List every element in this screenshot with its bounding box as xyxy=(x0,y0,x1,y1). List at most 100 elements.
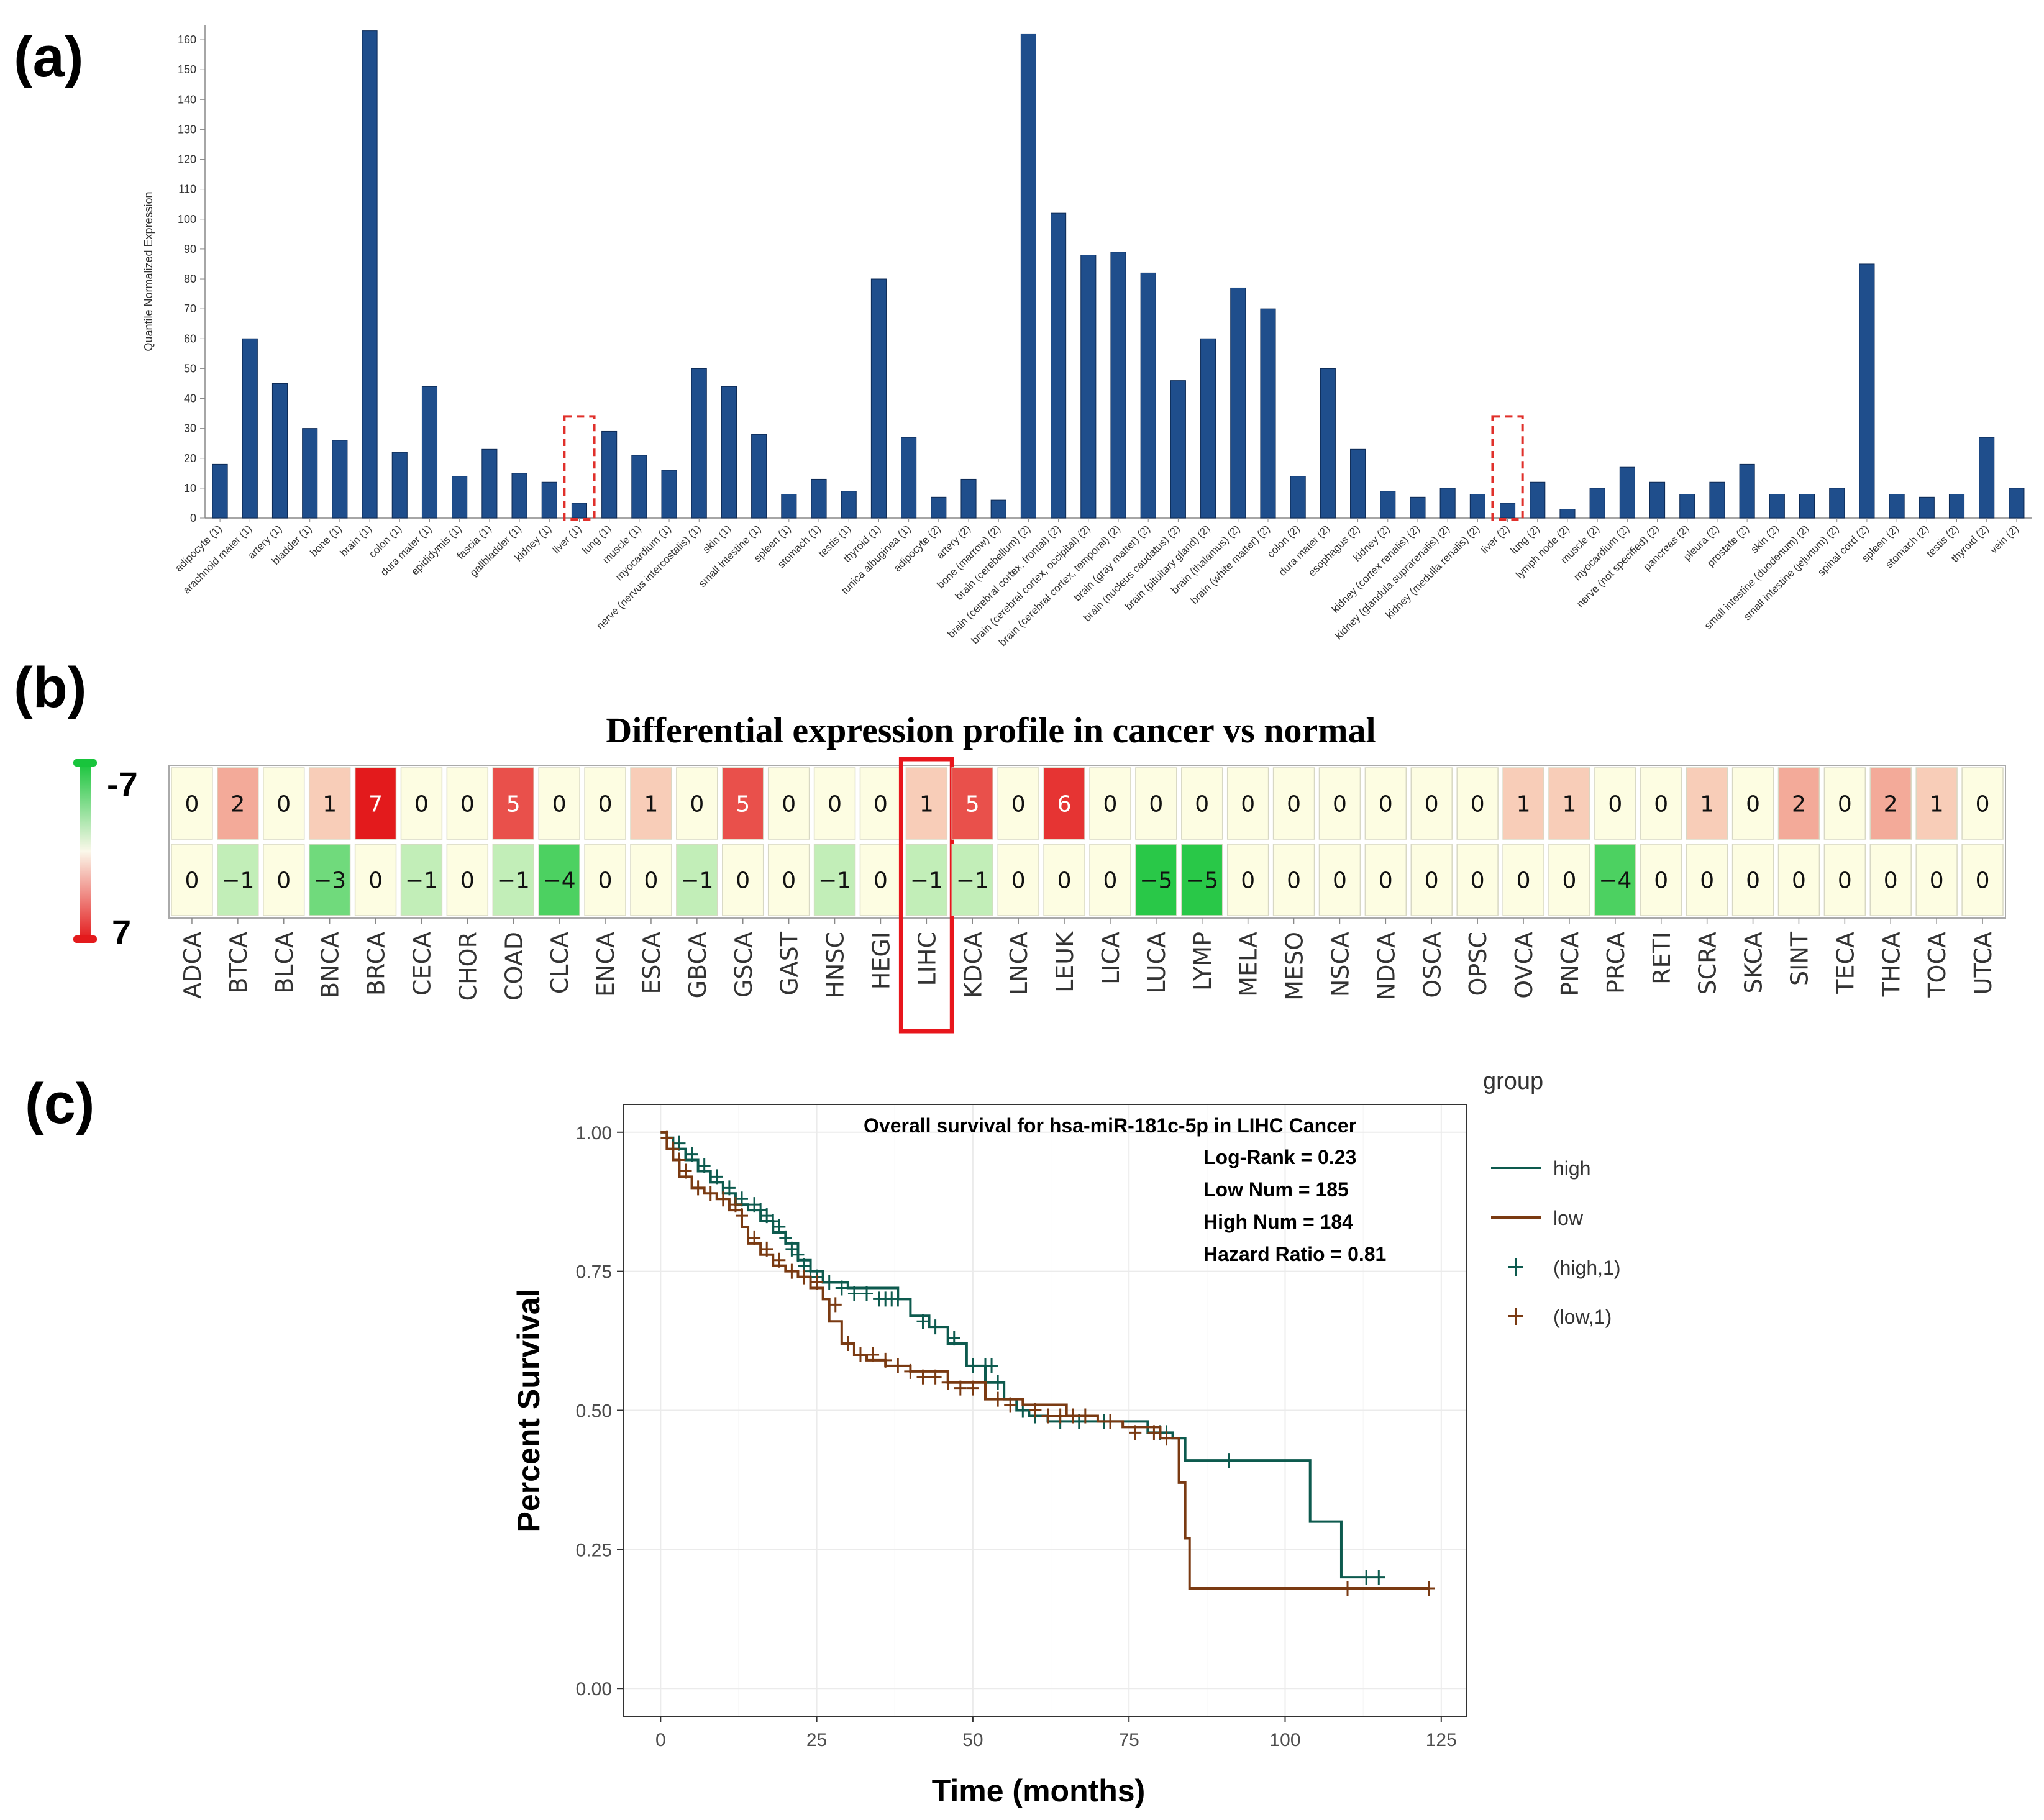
heatmap-cell xyxy=(171,844,213,916)
heatmap-category-label: UTCA xyxy=(1969,932,1997,994)
censor-mark-high xyxy=(792,1247,805,1262)
censor-mark-low xyxy=(704,1186,717,1201)
scale-top-label: -7 xyxy=(107,765,138,804)
censor-mark-low xyxy=(1129,1425,1142,1440)
heatmap-cell-value: 1 xyxy=(919,792,934,817)
heatmap-cell xyxy=(1135,767,1177,840)
bar xyxy=(841,491,857,519)
legend-label-high: high xyxy=(1553,1157,1591,1180)
y-tick-label: 110 xyxy=(178,183,196,196)
heatmap-category-label: PNCA xyxy=(1556,932,1584,996)
y-tick-label: 40 xyxy=(184,393,196,405)
censor-mark-low xyxy=(1054,1408,1067,1424)
bar xyxy=(1080,255,1097,519)
bar xyxy=(302,428,318,519)
heatmap-cell-value: 2 xyxy=(1792,792,1806,817)
heatmap-cell-value: 0 xyxy=(460,868,475,894)
legend-key-low-censor xyxy=(1508,1308,1523,1325)
heatmap-cell-value: 0 xyxy=(185,868,199,894)
heatmap-cell-value: 0 xyxy=(1103,792,1117,817)
x-tick-label: 75 xyxy=(1119,1730,1139,1750)
heatmap-cell xyxy=(676,844,718,916)
heatmap-cell xyxy=(813,767,856,840)
bar xyxy=(1889,494,1905,519)
stat-annotation: High Num = 184 xyxy=(1203,1211,1353,1233)
heatmap-cell-value: 0 xyxy=(874,868,888,894)
panel-label-c: (c) xyxy=(25,1072,95,1135)
censor-mark-low xyxy=(966,1380,979,1396)
heatmap-cell-value: 0 xyxy=(782,868,796,894)
heatmap-cell-value: 0 xyxy=(1884,868,1898,894)
heatmap-cell xyxy=(1272,767,1315,840)
censor-mark-low xyxy=(916,1369,929,1385)
heatmap-category-label: LYMP xyxy=(1189,932,1216,991)
censor-mark-low xyxy=(879,1352,892,1368)
bar xyxy=(362,30,378,519)
censor-mark-low xyxy=(1029,1403,1042,1418)
heatmap-cell-value: −1 xyxy=(910,868,943,894)
heatmap-category-label: TOCA xyxy=(1923,932,1951,998)
bar xyxy=(990,499,1006,519)
bar xyxy=(1260,308,1276,519)
y-tick-label: 0 xyxy=(190,512,196,524)
heatmap-category-label: ADCA xyxy=(179,932,206,999)
heatmap-cell-value: 0 xyxy=(1241,792,1255,817)
heatmap-cell xyxy=(263,844,305,916)
heatmap-cell-value: 0 xyxy=(1241,868,1255,894)
censor-mark-low xyxy=(1079,1408,1092,1424)
heatmap-cell xyxy=(400,844,443,916)
heatmap-cell xyxy=(1640,767,1682,840)
censor-mark-high xyxy=(947,1331,960,1346)
censor-mark-high xyxy=(760,1208,773,1224)
bar xyxy=(1739,463,1755,519)
highlight-box xyxy=(1491,415,1524,521)
bar xyxy=(960,478,977,519)
heatmap-cell-value: 0 xyxy=(368,868,383,894)
heatmap-cell-value: −1 xyxy=(497,868,530,894)
heatmap-cell xyxy=(171,767,213,840)
heatmap-cell xyxy=(538,767,580,840)
heatmap-cell-value: 0 xyxy=(1654,792,1668,817)
heatmap-cell xyxy=(905,844,948,916)
bar xyxy=(1859,263,1875,519)
heatmap-cell-value: 0 xyxy=(1838,792,1852,817)
heatmap-cell xyxy=(1961,767,2004,840)
heatmap-cell xyxy=(1502,844,1544,916)
survival-curve-high xyxy=(660,1131,1385,1579)
heatmap-cell-value: 0 xyxy=(1976,792,1990,817)
y-tick-label: 60 xyxy=(184,332,196,345)
heatmap-cell xyxy=(722,844,764,916)
heatmap-cell xyxy=(630,767,672,840)
y-tick-label: 80 xyxy=(184,273,196,285)
heatmap-cell-value: −1 xyxy=(818,868,851,894)
censor-mark-high xyxy=(773,1219,786,1234)
censor-mark-low xyxy=(785,1263,798,1279)
heatmap-cell-value: 1 xyxy=(1930,792,1944,817)
heatmap-cell-value: −1 xyxy=(405,868,438,894)
heatmap-cell xyxy=(1731,844,1774,916)
censor-mark-low xyxy=(1147,1425,1161,1440)
bar xyxy=(1500,503,1516,519)
heatmap-category-label: OVCA xyxy=(1510,932,1538,999)
legend-title: group xyxy=(1483,1068,1543,1094)
scale-bottom-label: 7 xyxy=(112,912,131,952)
censor-mark-low xyxy=(798,1269,811,1285)
censor-mark-low xyxy=(735,1208,748,1224)
bar xyxy=(452,476,468,519)
heatmap-cell-value: 0 xyxy=(1746,792,1760,817)
censor-mark-high xyxy=(735,1191,748,1207)
heatmap-cell xyxy=(1181,767,1223,840)
bar xyxy=(721,386,737,519)
heatmap-cell-value: 0 xyxy=(1654,868,1668,894)
heatmap-cell-value: 5 xyxy=(506,792,521,817)
heatmap-cell xyxy=(997,767,1039,840)
censor-mark-high xyxy=(767,1214,780,1229)
heatmap-category-label: SINT xyxy=(1786,931,1813,986)
censor-mark-high xyxy=(916,1314,929,1329)
heatmap-category-label: CECA xyxy=(408,932,436,996)
heatmap-category-label: BTCA xyxy=(225,932,252,994)
heatmap-cell-value: 1 xyxy=(322,792,337,817)
heatmap-cell xyxy=(1915,844,1958,916)
heatmap-category-label: KDCA xyxy=(959,932,987,998)
censor-mark-low xyxy=(854,1347,867,1362)
